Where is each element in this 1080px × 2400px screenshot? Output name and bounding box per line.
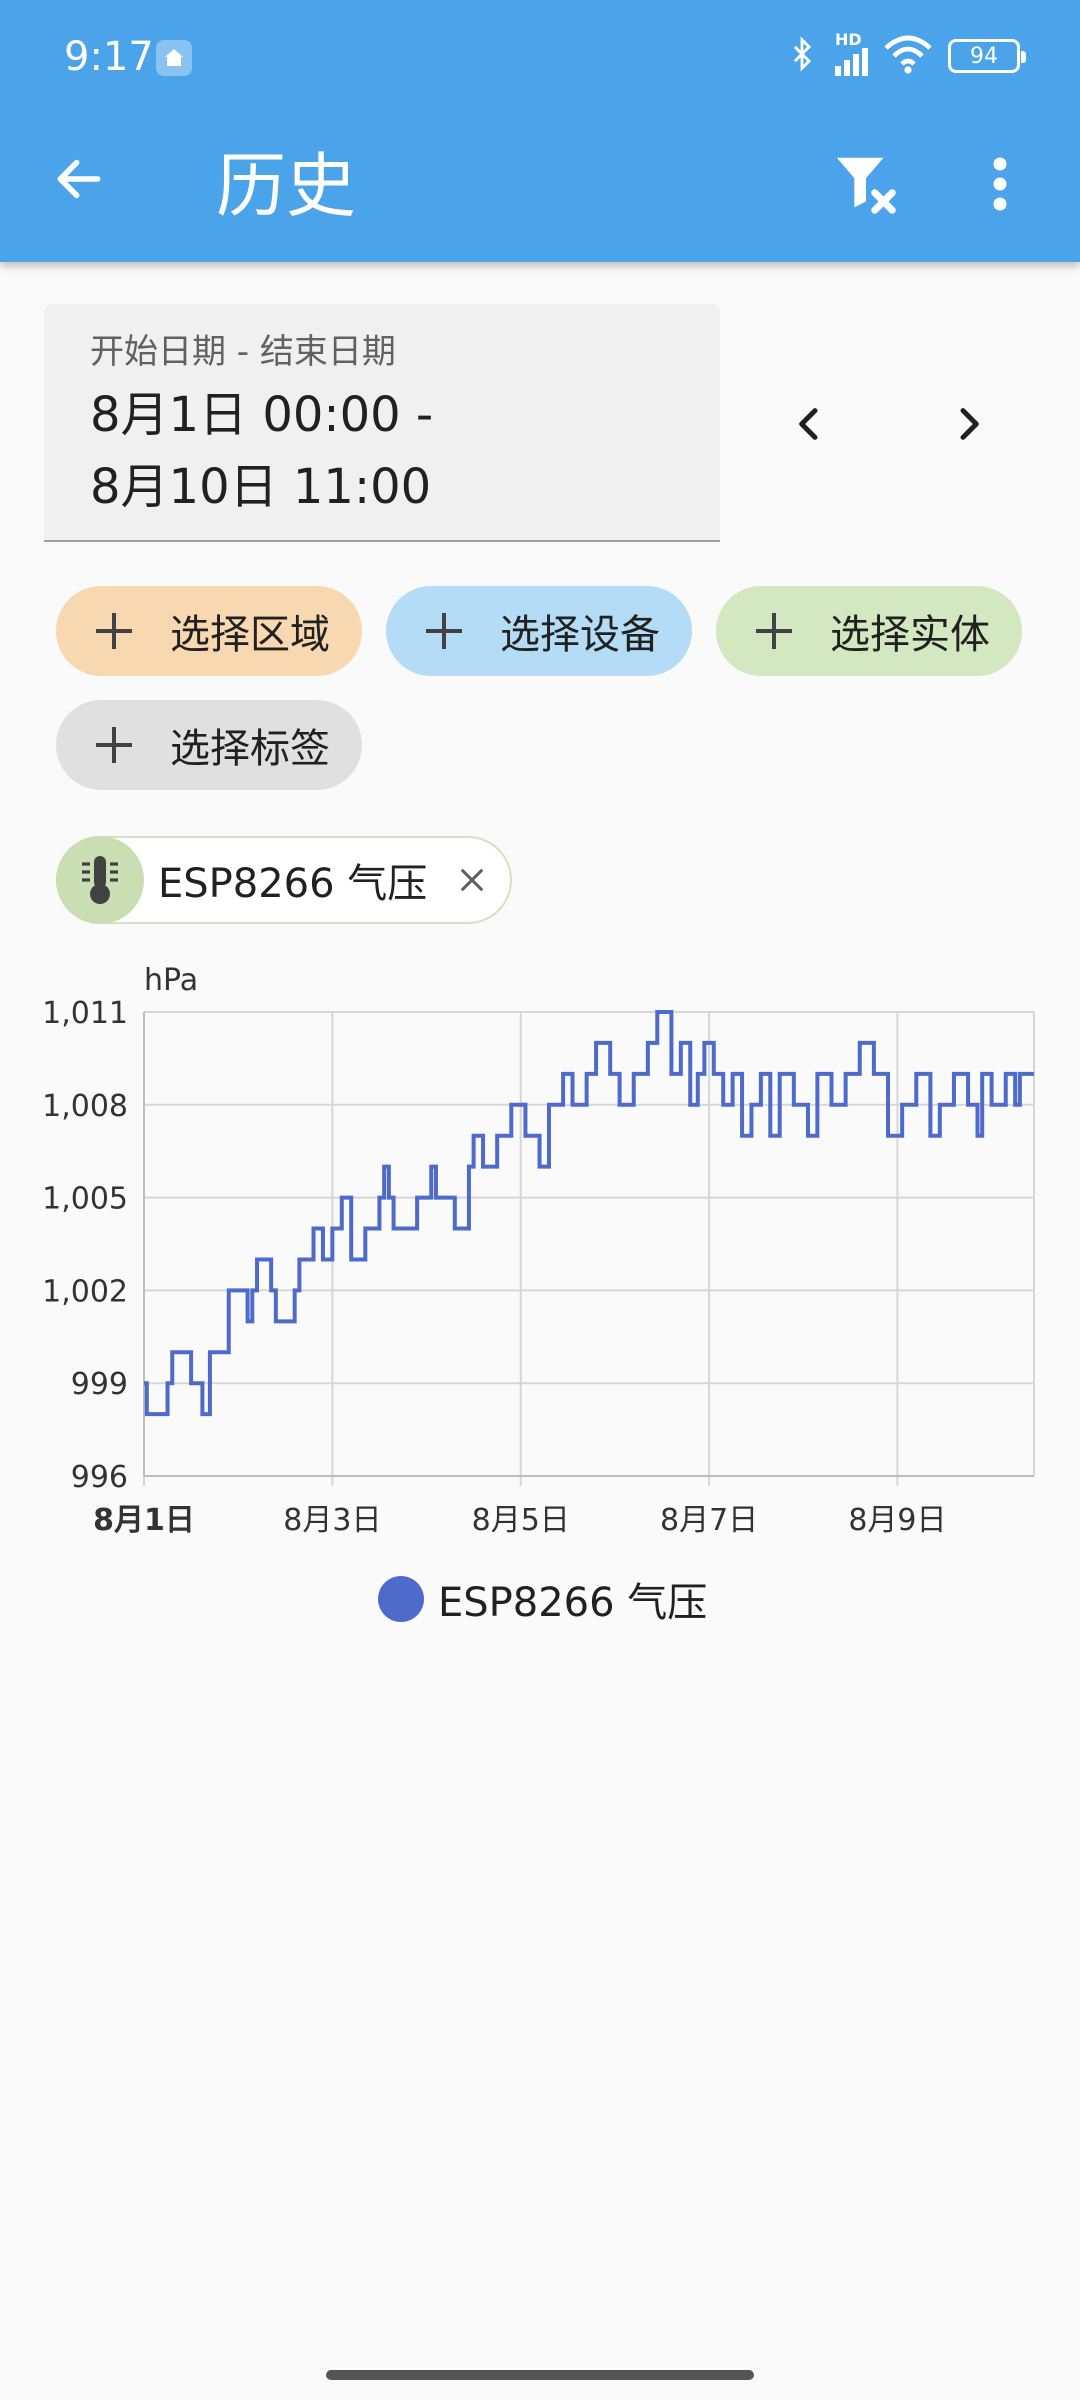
y-tick-label: 1,008 — [42, 1089, 128, 1124]
y-tick-label: 1,002 — [42, 1274, 128, 1309]
select-entity-label: 选择实体 — [830, 612, 990, 658]
y-tick-label: 1,005 — [42, 1182, 128, 1217]
arrow-left-icon — [57, 159, 101, 199]
chevron-left-icon — [799, 408, 818, 440]
x-tick-label: 8月3日 — [283, 1503, 381, 1538]
battery-level: 94 — [970, 43, 998, 69]
back-button[interactable] — [44, 144, 114, 214]
select-area-label: 选择区域 — [170, 612, 330, 658]
select-area-chip[interactable]: 选择区域 — [56, 586, 362, 676]
wifi-icon — [884, 34, 932, 78]
more-vertical-icon — [993, 157, 1007, 211]
x-tick-label: 8月5日 — [472, 1503, 570, 1538]
x-tick-label: 8月1日 — [93, 1503, 195, 1538]
chevron-right-icon — [960, 408, 979, 440]
y-tick-label: 1,011 — [42, 996, 128, 1031]
plus-icon — [94, 611, 134, 651]
thermometer-icon — [56, 836, 144, 924]
previous-period-button[interactable] — [780, 384, 840, 464]
status-icons: HD 94 — [785, 30, 1026, 78]
select-entity-chip[interactable]: 选择实体 — [716, 586, 1022, 676]
filter-remove-icon — [836, 157, 896, 214]
date-range-start: 8月1日 00:00 - — [90, 387, 434, 443]
x-tick-label: 8月9日 — [848, 1503, 946, 1538]
home-indicator[interactable] — [326, 2370, 754, 2380]
x-tick-label: 8月7日 — [660, 1503, 758, 1538]
more-options-button[interactable] — [970, 144, 1030, 224]
y-axis-label: hPa — [144, 963, 198, 998]
network-type-label: HD — [835, 30, 862, 49]
select-label-label: 选择标签 — [170, 726, 330, 772]
select-label-chip[interactable]: 选择标签 — [56, 700, 362, 790]
y-tick-label: 996 — [71, 1460, 128, 1495]
date-range-end: 8月10日 11:00 — [90, 459, 432, 515]
series-line — [144, 1010, 1034, 1417]
date-range-label: 开始日期 - 结束日期 — [90, 332, 396, 372]
clear-filter-button[interactable] — [826, 144, 906, 224]
chart-legend[interactable]: ESP8266 气压 — [378, 1570, 707, 1628]
home-assistant-icon — [156, 40, 192, 76]
next-period-button[interactable] — [938, 384, 998, 464]
app-bar: 9:17 HD 94 历史 — [0, 0, 1080, 262]
selected-entity-name: ESP8266 气压 — [158, 861, 428, 907]
signal-icon: HD — [835, 30, 868, 76]
selected-entity-chip[interactable]: ESP8266 气压 — [56, 836, 512, 924]
y-tick-label: 999 — [71, 1367, 128, 1402]
legend-swatch — [378, 1576, 424, 1622]
status-time: 9:17 — [64, 34, 154, 80]
page-title: 历史 — [216, 145, 356, 227]
select-device-chip[interactable]: 选择设备 — [386, 586, 692, 676]
battery-icon: 94 — [948, 39, 1026, 73]
plus-icon — [94, 725, 134, 765]
plus-icon — [424, 611, 464, 651]
date-range-picker[interactable]: 开始日期 - 结束日期 8月1日 00:00 - 8月10日 11:00 — [44, 304, 720, 542]
plus-icon — [754, 611, 794, 651]
close-icon — [461, 869, 483, 891]
bluetooth-icon — [785, 34, 819, 78]
history-chart: 1,011 1,008 1,005 1,002 999 996 8月1日 8月3日 8月5日 8月… — [42, 963, 1035, 1538]
remove-entity-button[interactable] — [444, 852, 500, 908]
legend-entry: ESP8266 气压 — [438, 1580, 708, 1626]
select-device-label: 选择设备 — [500, 612, 660, 658]
